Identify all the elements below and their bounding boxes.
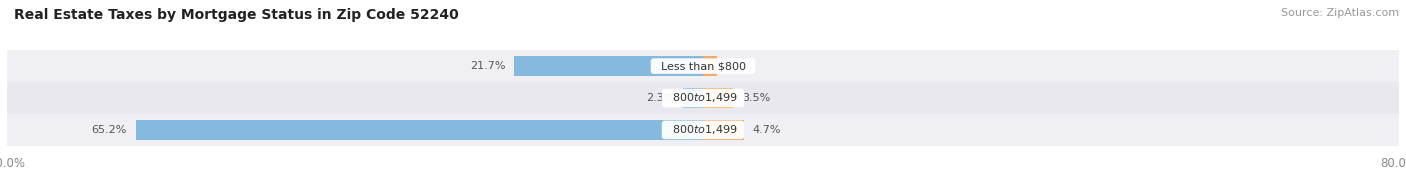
Bar — [515, 56, 703, 76]
Bar — [703, 56, 717, 76]
Bar — [703, 120, 744, 140]
Bar — [7, 114, 1399, 146]
Text: 65.2%: 65.2% — [91, 125, 127, 135]
Bar — [7, 82, 1399, 114]
Text: Source: ZipAtlas.com: Source: ZipAtlas.com — [1281, 8, 1399, 18]
Text: 2.3%: 2.3% — [645, 93, 675, 103]
Text: $800 to $1,499: $800 to $1,499 — [665, 92, 741, 104]
Text: Real Estate Taxes by Mortgage Status in Zip Code 52240: Real Estate Taxes by Mortgage Status in … — [14, 8, 458, 22]
Text: $800 to $1,499: $800 to $1,499 — [665, 123, 741, 136]
Text: 3.5%: 3.5% — [742, 93, 770, 103]
Text: 21.7%: 21.7% — [470, 61, 506, 71]
Bar — [683, 88, 703, 108]
Bar — [703, 88, 734, 108]
Bar — [7, 50, 1399, 82]
Text: Less than $800: Less than $800 — [654, 61, 752, 71]
Text: 1.6%: 1.6% — [725, 61, 754, 71]
Text: 4.7%: 4.7% — [752, 125, 782, 135]
Bar — [136, 120, 703, 140]
